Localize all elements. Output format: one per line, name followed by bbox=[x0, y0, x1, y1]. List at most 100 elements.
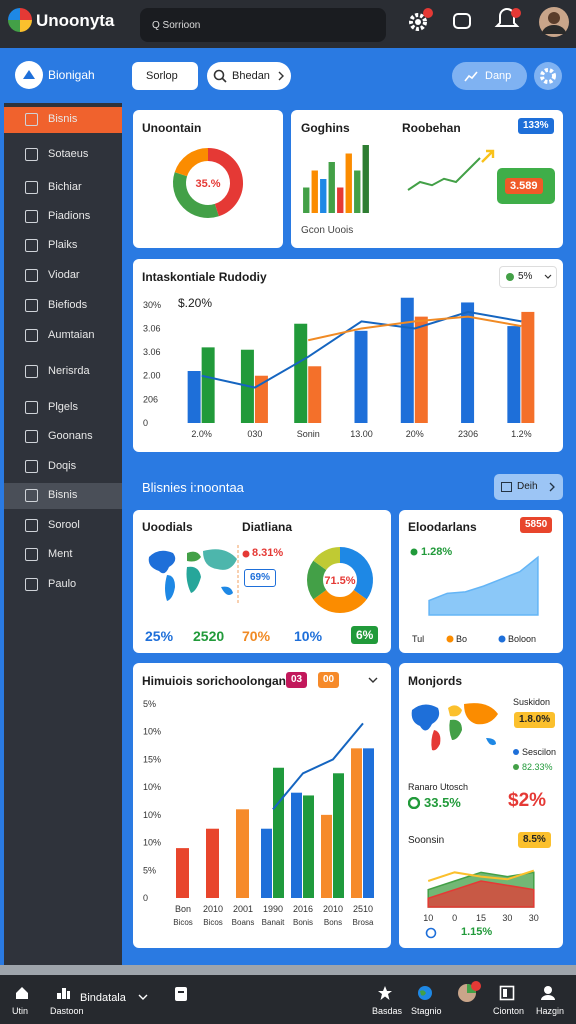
activity-chip[interactable]: 5% bbox=[499, 266, 557, 288]
y-tick-label: 10% bbox=[143, 782, 161, 792]
search-box[interactable]: Q Sorrioon bbox=[140, 8, 386, 42]
menu-item[interactable]: Paulo bbox=[4, 572, 122, 598]
menu-item[interactable]: Viodar bbox=[4, 263, 122, 289]
home-icon[interactable] bbox=[14, 985, 30, 1001]
chevron bbox=[138, 994, 148, 1000]
menu-item[interactable]: Plgels bbox=[4, 395, 122, 421]
legend-label: Bo bbox=[456, 634, 468, 644]
x-tick-label: 30 bbox=[529, 913, 539, 923]
menu-item[interactable]: Sotaeus bbox=[4, 142, 122, 168]
line bbox=[427, 869, 535, 882]
menu-label: Paulo bbox=[48, 578, 77, 590]
y-tick-label: 5% bbox=[143, 865, 156, 875]
y-tick-label: 15% bbox=[143, 754, 161, 764]
donut-segment bbox=[339, 547, 373, 600]
user-icon[interactable] bbox=[540, 985, 556, 1001]
globe-icon[interactable] bbox=[417, 985, 433, 1001]
bar bbox=[354, 170, 361, 213]
bar bbox=[328, 162, 335, 213]
top-icons[interactable] bbox=[404, 6, 574, 42]
y-tick-label: 10% bbox=[143, 727, 161, 737]
menu-item[interactable]: Piadions bbox=[4, 204, 122, 230]
menu-item[interactable]: Bisnis bbox=[4, 107, 122, 133]
section-button[interactable]: Deih bbox=[494, 474, 563, 500]
menu-item[interactable]: Aumtaian bbox=[4, 323, 122, 349]
donut-label: 35.% bbox=[195, 178, 220, 190]
logo bbox=[8, 8, 32, 32]
region-label: Ranaro Utosch bbox=[408, 782, 469, 792]
section-title: Blisnies i:noontaa bbox=[142, 480, 244, 495]
period-button[interactable]: Bhedan bbox=[207, 62, 291, 90]
value-dot bbox=[410, 548, 418, 556]
menu-item[interactable]: Ment bbox=[4, 542, 122, 568]
line bbox=[307, 315, 522, 342]
menu-item[interactable]: Sorool bbox=[4, 513, 122, 539]
x-tick-label: 2306 bbox=[458, 429, 478, 439]
line bbox=[201, 310, 522, 389]
sidebar-logo bbox=[15, 61, 43, 89]
action-button[interactable]: Danp bbox=[452, 62, 527, 90]
legend-badge: 69% bbox=[244, 569, 277, 587]
legend-dot bbox=[446, 635, 454, 643]
filter-button[interactable]: Sorlop bbox=[132, 62, 198, 90]
avatar-icon[interactable] bbox=[456, 980, 482, 1004]
legend-label: 8.31% bbox=[252, 547, 284, 559]
summary-donut: 35.% bbox=[173, 148, 243, 218]
legend-label: Tul bbox=[412, 634, 425, 644]
chevron bbox=[278, 71, 284, 81]
search-placeholder: Q Sorrioon bbox=[152, 20, 201, 31]
menu-icon bbox=[25, 519, 38, 532]
x-tick-label: Bicos bbox=[203, 918, 223, 927]
donut-segment bbox=[174, 148, 209, 177]
menu-item[interactable]: Biefiods bbox=[4, 293, 122, 319]
menu-label: Sotaeus bbox=[48, 148, 89, 160]
menu-label: Piadions bbox=[48, 210, 91, 222]
menu-label: Plgels bbox=[48, 401, 78, 413]
x-tick-label: 1990 bbox=[263, 904, 283, 914]
donut-segment bbox=[313, 547, 341, 571]
clipboard-icon[interactable] bbox=[173, 985, 189, 1003]
menu-item[interactable]: Doqis bbox=[4, 454, 122, 480]
bar bbox=[303, 795, 314, 898]
menu-item[interactable]: Plaiks bbox=[4, 233, 122, 259]
stat-badge: 6% bbox=[351, 626, 379, 644]
window-icon[interactable] bbox=[499, 985, 515, 1001]
legend-dots bbox=[513, 749, 519, 770]
bar bbox=[320, 179, 327, 213]
menu-icon bbox=[25, 430, 38, 443]
menu-icon bbox=[25, 269, 38, 282]
nav-label: Cionton bbox=[493, 1006, 525, 1016]
bar bbox=[294, 323, 308, 423]
stat: 25% bbox=[145, 628, 174, 644]
menu-label: Nerisrda bbox=[48, 365, 90, 377]
y-tick-label: 10% bbox=[143, 810, 161, 820]
x-tick-label: Bons bbox=[324, 918, 342, 927]
menu-label: Plaiks bbox=[48, 239, 78, 251]
chart-icon[interactable] bbox=[55, 985, 71, 1001]
y-tick-label: 10% bbox=[143, 838, 161, 848]
scrollbar bbox=[0, 965, 576, 975]
menu-label: Viodar bbox=[48, 269, 80, 281]
x-tick-label: Bonis bbox=[293, 918, 313, 927]
menu-item[interactable]: Goonans bbox=[4, 424, 122, 450]
card-title: Goghins bbox=[301, 121, 350, 135]
top-bar: Unoonyta Q Sorrioon bbox=[0, 0, 576, 48]
y-tick-label: 3.06 bbox=[143, 347, 161, 357]
menu-item[interactable]: Bichiar bbox=[4, 175, 122, 201]
card-title: Unoontain bbox=[142, 121, 202, 135]
menu-icon bbox=[25, 460, 38, 473]
chevron[interactable] bbox=[368, 677, 378, 685]
dropdown[interactable]: Bindatala bbox=[80, 992, 126, 1004]
star-icon[interactable] bbox=[377, 985, 393, 1001]
bar bbox=[311, 170, 318, 213]
settings-button[interactable] bbox=[533, 61, 563, 91]
menu-icon bbox=[25, 548, 38, 561]
menu-item[interactable]: Nerisrda bbox=[4, 359, 122, 385]
y-tick-label: 30% bbox=[143, 300, 161, 310]
region-change: $2% bbox=[508, 790, 547, 811]
trend-badge: 133% bbox=[518, 118, 554, 134]
markets-map bbox=[411, 703, 498, 751]
chip-label: 5% bbox=[518, 271, 533, 282]
menu-item[interactable]: Bisnis bbox=[4, 483, 122, 509]
